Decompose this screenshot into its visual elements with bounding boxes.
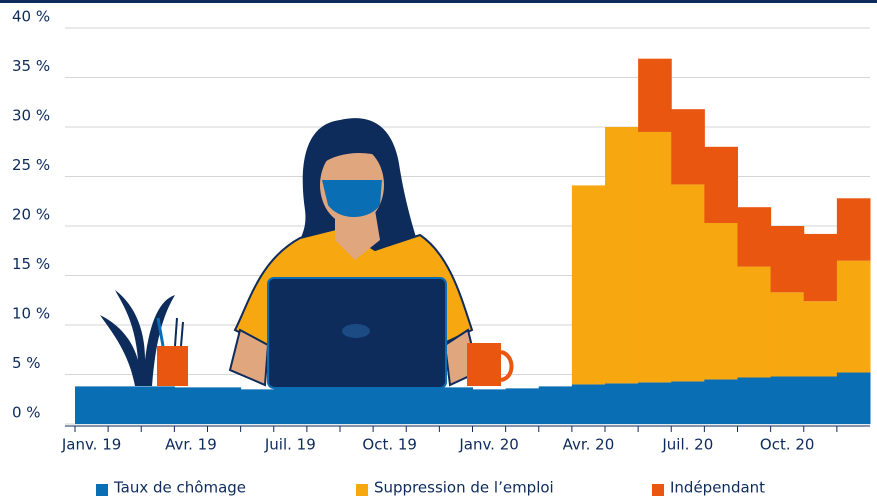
legend-marker xyxy=(356,484,368,496)
pencil xyxy=(175,318,177,346)
y-tick-label: 0 % xyxy=(12,404,41,422)
legend-label: Indépendant xyxy=(670,479,765,497)
pen-cup xyxy=(157,346,188,386)
x-tick-label: Juil. 19 xyxy=(264,436,316,454)
bar-segment xyxy=(704,147,738,223)
bar-segment xyxy=(572,384,606,424)
y-tick-label: 35 % xyxy=(12,57,50,75)
bar-segment xyxy=(506,388,540,424)
bar-segment xyxy=(704,379,738,424)
mug xyxy=(467,343,501,386)
bar-segment xyxy=(605,127,639,383)
bar-segment xyxy=(771,292,805,376)
legend-marker xyxy=(652,484,664,496)
x-tick-label: Janv. 20 xyxy=(458,436,518,454)
illustration xyxy=(100,118,512,388)
y-tick-label: 40 % xyxy=(12,8,50,26)
bar-segment xyxy=(340,386,374,424)
mug-handle xyxy=(501,352,512,380)
bar-segment xyxy=(671,381,705,424)
bar-segment xyxy=(837,261,871,373)
bar-segment xyxy=(373,387,407,424)
x-tick-label: Oct. 19 xyxy=(362,436,417,454)
bar-segment xyxy=(804,301,838,376)
bar-segment xyxy=(638,132,672,382)
bar-segment xyxy=(208,387,242,424)
bar-segment xyxy=(671,184,705,381)
bar-segment xyxy=(539,386,573,424)
y-tick-label: 5 % xyxy=(12,354,41,372)
legend-marker xyxy=(96,484,108,496)
bar-segment xyxy=(771,226,805,292)
bar-segment xyxy=(141,386,175,424)
bar-segment xyxy=(605,383,639,424)
y-tick-label: 20 % xyxy=(12,206,50,224)
legend-label: Suppression de l’emploi xyxy=(374,479,554,497)
bar-segment xyxy=(738,267,772,378)
top-border xyxy=(0,0,877,3)
laptop-logo xyxy=(342,324,370,338)
y-tick-label: 10 % xyxy=(12,305,50,323)
y-tick-label: 30 % xyxy=(12,107,50,125)
bar-segment xyxy=(837,373,871,424)
x-tick-label: Avr. 20 xyxy=(563,436,615,454)
bar-segment xyxy=(738,377,772,424)
x-tick-label: Avr. 19 xyxy=(165,436,217,454)
bar-segment xyxy=(837,198,871,260)
bar-segment xyxy=(75,386,109,424)
bar-segment xyxy=(241,389,275,424)
bar-segment xyxy=(771,376,805,424)
bar-segment xyxy=(439,387,473,424)
bar-segment xyxy=(738,207,772,266)
bar-segment xyxy=(804,234,838,301)
y-tick-label: 15 % xyxy=(12,255,50,273)
legend-label: Taux de chômage xyxy=(113,479,246,497)
bar-segment xyxy=(174,387,208,424)
pencil xyxy=(181,322,183,346)
bar-segment xyxy=(406,387,440,424)
y-tick-label: 25 % xyxy=(12,156,50,174)
x-tick-label: Oct. 20 xyxy=(760,436,815,454)
bar-segment xyxy=(108,386,142,424)
bar-segment xyxy=(274,387,308,424)
bar-segment xyxy=(638,382,672,424)
chart: 0 % 5 % 10 % 15 % 20 % 25 % 30 % 35 % 40 % Janv. … xyxy=(0,0,877,501)
bar-segment xyxy=(704,223,738,379)
bar-segment xyxy=(473,389,507,424)
x-tick-label: Janv. 19 xyxy=(61,436,121,454)
bar-segment xyxy=(307,386,341,424)
bar-segment xyxy=(804,376,838,424)
bar-segment xyxy=(671,109,705,184)
x-tick-label: Juil. 20 xyxy=(661,436,713,454)
bar-segment xyxy=(638,59,672,132)
bar-segment xyxy=(572,185,606,384)
